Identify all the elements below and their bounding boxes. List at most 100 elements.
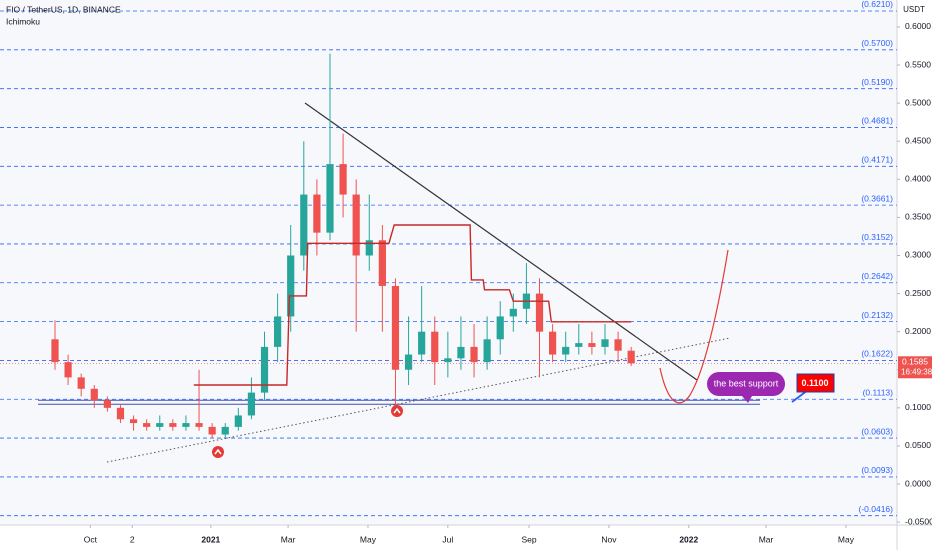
- candle-body: [51, 339, 59, 363]
- level-label: (0.1622): [861, 349, 893, 359]
- x-tick-label: Jul: [442, 534, 453, 544]
- support-zone: [38, 399, 760, 405]
- candle-body: [365, 240, 373, 256]
- level-label: (0.4681): [861, 116, 893, 126]
- indicator-line: [193, 224, 632, 386]
- candle-body: [326, 164, 334, 233]
- x-tick-label: 2021: [201, 534, 220, 544]
- level-label: (-0.0416): [859, 504, 894, 514]
- candle-body: [614, 339, 622, 351]
- target-box: [796, 373, 835, 393]
- level-label: (0.1113): [863, 387, 894, 397]
- candle-body: [143, 423, 151, 427]
- candle-body: [627, 350, 635, 364]
- x-tick-label: Mar: [281, 534, 296, 544]
- level-label: (0.2132): [861, 310, 893, 320]
- y-tick-label: 0.5500: [905, 59, 931, 69]
- axes: 0.6000 0.5500 0.5000 0.4500 0.4000 0.3500 0.30…: [0, 21, 932, 544]
- y-tick-label: -0.0500: [905, 516, 932, 526]
- level-label: (0.3152): [861, 232, 893, 242]
- target-label: 0.1100: [801, 378, 828, 388]
- level-label: (0.0093): [861, 465, 893, 475]
- last-price-label: 0.1585: [902, 357, 928, 367]
- candle-body: [535, 293, 544, 332]
- level-label: (0.3661): [861, 193, 893, 203]
- candle-body: [103, 400, 111, 408]
- projection-curve: [659, 249, 729, 404]
- y-tick-label: 0.5000: [905, 97, 931, 107]
- candle-body: [129, 419, 138, 424]
- candle-body: [274, 316, 282, 347]
- candle-body: [90, 388, 98, 401]
- chart-title: FIO / TetherUS, 1D, BINANCE: [6, 4, 121, 14]
- y-tick-label: 0.4500: [905, 135, 931, 145]
- candle-body: [391, 285, 400, 370]
- levels: (0.6210) (0.5700) (0.5190) (0.4681) (0.4171)…: [0, 0, 897, 517]
- x-tick-label: Mar: [759, 534, 774, 544]
- candle-body: [300, 194, 308, 256]
- candles: [51, 53, 635, 439]
- y-tick-label: 0.2000: [905, 326, 931, 336]
- level-label: (0.0603): [861, 426, 893, 436]
- up-marker: [212, 446, 224, 458]
- candle-body: [444, 358, 452, 363]
- candle-body: [352, 194, 360, 256]
- candle-body: [339, 164, 347, 195]
- candle-body: [378, 240, 386, 286]
- candle-body: [431, 331, 439, 363]
- candle-body: [247, 392, 256, 416]
- currency-label: USDT: [903, 5, 925, 14]
- candle-body: [195, 423, 203, 427]
- candle-body: [549, 331, 557, 355]
- y-tick-label: 0.0000: [905, 478, 931, 488]
- candle-body: [509, 308, 517, 317]
- x-tick-label: 2022: [679, 534, 698, 544]
- up-marker: [391, 405, 403, 417]
- indicator: [193, 224, 632, 386]
- x-tick-label: Oct: [84, 534, 98, 544]
- candle-body: [483, 339, 491, 363]
- level-label: (0.6210): [861, 0, 893, 9]
- candle-body: [588, 343, 596, 347]
- candle-body: [575, 343, 583, 347]
- callout: the best support: [707, 372, 785, 403]
- x-tick-label: May: [360, 534, 377, 544]
- y-tick-label: 0.0500: [905, 440, 931, 450]
- level-label: (0.4171): [861, 155, 893, 165]
- candle-body: [260, 346, 269, 393]
- candle-body: [234, 415, 242, 427]
- candle-body: [182, 423, 190, 427]
- y-tick-label: 0.1000: [905, 402, 931, 412]
- candle-body: [457, 346, 465, 359]
- candle-body: [601, 339, 609, 347]
- rising-trendline: [106, 337, 731, 463]
- y-tick-label: 0.3500: [905, 212, 931, 222]
- candle-body: [77, 377, 85, 389]
- indicator-name: Ichimoku: [6, 16, 40, 26]
- candle-body: [313, 194, 321, 233]
- countdown-label: 16:49:38: [901, 367, 932, 376]
- candle-body: [221, 426, 229, 435]
- level-label: (0.5190): [861, 77, 893, 87]
- y-tick-label: 0.3000: [905, 250, 931, 260]
- candle-body: [116, 407, 125, 420]
- y-tick-label: 0.6000: [905, 21, 931, 31]
- candle-body: [64, 362, 72, 378]
- candle-body: [470, 346, 478, 363]
- falling-trendline: [304, 102, 698, 381]
- candle-body: [287, 255, 295, 317]
- y-tick-label: 0.4000: [905, 174, 931, 184]
- candle-body: [208, 426, 216, 435]
- x-tick-label: 2: [130, 534, 135, 544]
- level-label: (0.2642): [861, 271, 893, 281]
- candle-body: [156, 423, 164, 427]
- callout-text: the best support: [714, 378, 779, 388]
- candle-body: [404, 354, 413, 370]
- candle-body: [562, 346, 570, 355]
- plot-background: [0, 0, 897, 525]
- candle-body: [496, 316, 504, 340]
- x-tick-label: Sep: [521, 534, 536, 544]
- candle-body: [418, 331, 426, 355]
